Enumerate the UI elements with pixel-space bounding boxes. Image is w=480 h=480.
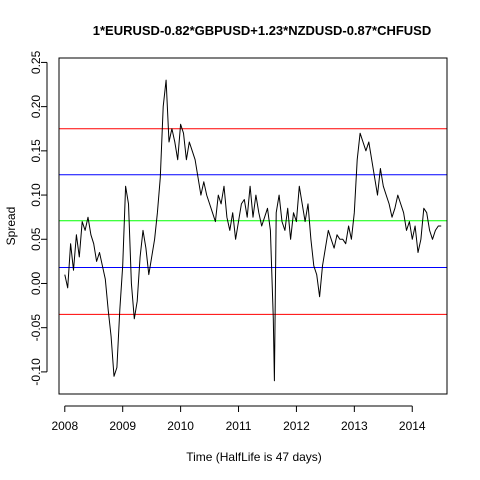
chart-title: 1*EURUSD-0.82*GBPUSD+1.23*NZDUSD-0.87*CH…	[93, 23, 431, 38]
y-axis: -0.10 -0.05 0.00 0.05 0.10 0.15 0.20 0.25	[29, 50, 48, 386]
x-axis-title: Time (HalfLife is 47 days)	[186, 450, 322, 464]
series-line-0	[64, 79, 442, 382]
x-tick-label-0: 2008	[51, 419, 78, 433]
x-axis: 2008 2009 2010 2011 2012 2013 2014	[51, 405, 426, 433]
y-tick-label-4: 0.10	[29, 183, 43, 207]
y-tick-label-5: 0.15	[29, 139, 43, 163]
y-tick-label-0: -0.10	[29, 358, 43, 386]
y-axis-title: Spread	[4, 207, 18, 246]
x-tick-label-4: 2012	[283, 419, 310, 433]
y-tick-label-3: 0.05	[29, 227, 43, 251]
x-tick-label-2: 2010	[167, 419, 194, 433]
y-tick-label-2: 0.00	[29, 271, 43, 295]
x-tick-label-1: 2009	[109, 419, 136, 433]
x-tick-label-5: 2013	[341, 419, 368, 433]
x-tick-label-6: 2014	[399, 419, 426, 433]
y-tick-label-6: 0.20	[29, 95, 43, 119]
x-tick-label-3: 2011	[226, 419, 252, 433]
y-tick-label-7: 0.25	[29, 50, 43, 74]
plot-frame	[58, 57, 448, 395]
reference-lines	[59, 128, 447, 315]
y-tick-label-1: -0.05	[29, 314, 43, 342]
series-layer	[64, 79, 442, 382]
